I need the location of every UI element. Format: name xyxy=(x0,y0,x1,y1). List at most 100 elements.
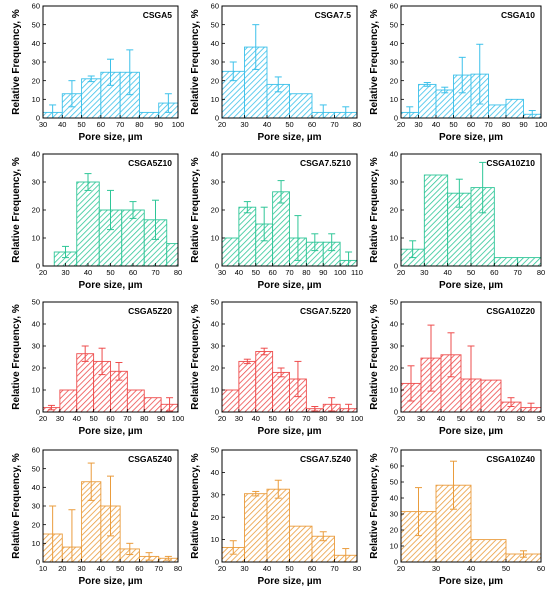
x-tick-label: 50 xyxy=(89,414,97,423)
x-tick-label: 30 xyxy=(218,268,226,277)
error-bar xyxy=(294,360,302,398)
y-tick-label: 40 xyxy=(32,483,40,492)
histogram-panel-1: 30 40 50 60 70 80 90 100 0 10 20 30 40 50 60 Pore size,… xyxy=(11,2,184,143)
error-bar xyxy=(277,367,285,378)
y-tick-label: 30 xyxy=(211,342,219,351)
y-axis-label: Relative Frequency, % xyxy=(11,453,22,559)
error-bar xyxy=(407,365,415,402)
x-tick-label: 40 xyxy=(58,120,66,129)
y-axis-label: Relative Frequency, % xyxy=(369,304,380,410)
x-tick-label: 60 xyxy=(467,120,475,129)
panel-title: CSGA7.5Z20 xyxy=(300,306,351,316)
error-bar xyxy=(427,324,435,392)
error-bar xyxy=(229,61,237,82)
error-bar xyxy=(311,406,319,412)
error-bar xyxy=(68,80,76,108)
error-bar xyxy=(107,475,114,537)
histogram-panel-11: 20 30 40 50 60 70 80 0 10 20 30 40 50 Pore size, µm Re… xyxy=(190,446,361,587)
x-tick-label: 60 xyxy=(97,120,105,129)
error-bar xyxy=(274,479,282,499)
y-tick-label: 40 xyxy=(211,320,219,329)
histogram-panel-4: 20 30 40 50 60 70 80 0 10 20 30 40 Pore size, µm Rela… xyxy=(11,150,182,291)
y-axis-label: Relative Frequency, % xyxy=(11,157,22,263)
y-tick-label: 20 xyxy=(390,206,398,215)
x-tick-label: 90 xyxy=(537,414,545,423)
y-tick-label: 20 xyxy=(211,76,219,85)
x-tick-label: 70 xyxy=(123,414,131,423)
histogram-bar xyxy=(81,78,102,119)
histogram-bar xyxy=(480,379,502,413)
y-tick-label: 0 xyxy=(36,408,40,417)
y-tick-label: 0 xyxy=(36,558,40,567)
histogram-panel-5: 30 40 50 60 70 80 90 100 110 0 10 20 30 40 Pore size, … xyxy=(190,150,363,291)
error-bar xyxy=(441,86,449,94)
histogram-bar xyxy=(126,389,145,413)
y-tick-label: 40 xyxy=(390,39,398,48)
x-axis-label: Pore size, µm xyxy=(257,576,321,587)
panel-title: CSGA10Z40 xyxy=(486,454,535,464)
x-tick-label: 40 xyxy=(73,414,81,423)
x-tick-label: 80 xyxy=(174,564,182,573)
x-axis-label: Pore size, µm xyxy=(78,426,142,437)
y-axis-label: Relative Frequency, % xyxy=(190,9,201,115)
x-tick-label: 30 xyxy=(420,268,428,277)
y-tick-label: 10 xyxy=(211,386,219,395)
error-bar xyxy=(450,460,457,510)
histogram-panel-2: 20 30 40 50 60 70 80 0 10 20 30 40 50 60 Pore size, µm… xyxy=(190,2,361,143)
y-tick-label: 40 xyxy=(211,468,219,477)
error-bar xyxy=(260,347,268,356)
y-tick-label: 40 xyxy=(390,150,398,159)
histogram-bar xyxy=(143,397,162,413)
x-tick-label: 80 xyxy=(174,268,182,277)
y-tick-label: 40 xyxy=(211,150,219,159)
error-bar xyxy=(243,201,251,214)
histogram-bar xyxy=(289,525,313,563)
x-tick-label: 60 xyxy=(308,564,316,573)
y-tick-label: 50 xyxy=(32,464,40,473)
x-tick-label: 50 xyxy=(457,414,465,423)
x-tick-label: 40 xyxy=(263,564,271,573)
x-tick-label: 40 xyxy=(97,564,105,573)
x-tick-label: 70 xyxy=(155,564,163,573)
y-tick-label: 30 xyxy=(390,178,398,187)
x-tick-label: 40 xyxy=(235,268,243,277)
x-tick-label: 30 xyxy=(77,564,85,573)
histogram-bar xyxy=(221,389,240,413)
y-tick-label: 10 xyxy=(390,542,398,551)
x-axis-label: Pore size, µm xyxy=(78,280,142,291)
histogram-panel-7: 20 30 40 50 60 70 80 90 100 0 10 20 30 40 50 Pore size,… xyxy=(11,298,184,437)
x-tick-label: 20 xyxy=(218,120,226,129)
histogram-bar xyxy=(493,257,519,267)
histogram-bar xyxy=(238,206,257,267)
y-tick-label: 0 xyxy=(394,262,398,271)
y-tick-label: 20 xyxy=(390,364,398,373)
y-tick-label: 20 xyxy=(390,76,398,85)
y-tick-label: 0 xyxy=(215,408,219,417)
x-tick-label: 70 xyxy=(285,268,293,277)
error-bar xyxy=(409,240,417,259)
histogram-bar xyxy=(517,257,542,267)
x-tick-label: 60 xyxy=(477,414,485,423)
x-tick-label: 50 xyxy=(502,564,510,573)
x-tick-label: 40 xyxy=(443,268,451,277)
error-bar xyxy=(126,49,134,96)
error-bar xyxy=(311,233,319,252)
y-tick-label: 60 xyxy=(390,462,398,471)
y-tick-label: 40 xyxy=(32,320,40,329)
x-tick-label: 100 xyxy=(351,414,364,423)
histogram-bar xyxy=(289,93,313,119)
x-tick-label: 80 xyxy=(502,120,510,129)
x-tick-label: 60 xyxy=(490,268,498,277)
y-tick-label: 40 xyxy=(390,494,398,503)
x-tick-label: 30 xyxy=(235,414,243,423)
y-tick-label: 30 xyxy=(32,58,40,67)
histogram-panel-8: 20 30 40 50 60 70 80 90 100 0 10 20 30 40 50 Pore size,… xyxy=(190,298,363,437)
y-tick-label: 10 xyxy=(32,234,40,243)
y-tick-label: 10 xyxy=(390,95,398,104)
histogram-panel-6: 20 30 40 50 60 70 80 0 10 20 30 40 Pore size, µm Rela… xyxy=(369,150,545,291)
y-tick-label: 10 xyxy=(390,234,398,243)
y-tick-label: 30 xyxy=(32,502,40,511)
y-tick-label: 20 xyxy=(211,513,219,522)
